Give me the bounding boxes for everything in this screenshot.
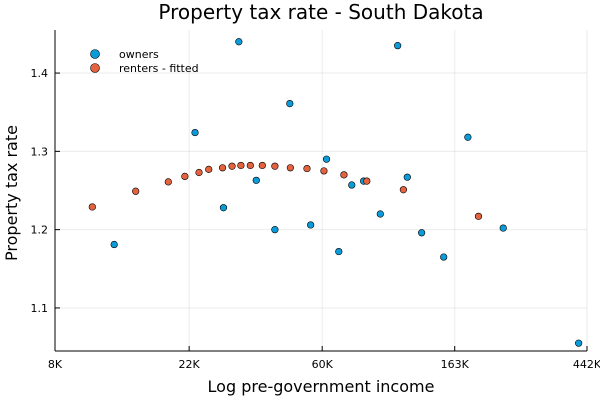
legend-marker (90, 63, 100, 73)
data-point (246, 161, 254, 170)
data-point (348, 181, 356, 189)
x-tick-label: 442K (573, 358, 600, 371)
data-point (286, 164, 294, 172)
data-point (322, 155, 331, 163)
data-point (320, 167, 328, 175)
data-point (303, 164, 311, 173)
data-point (132, 187, 140, 195)
y-tick-label: 1.3 (31, 145, 49, 158)
grid-lines (54, 30, 588, 351)
x-axis-label: Log pre-government income (208, 377, 435, 396)
legend-marker (90, 49, 100, 59)
data-point (228, 162, 236, 170)
data-point (340, 171, 348, 179)
data-point (181, 172, 189, 181)
data-point (191, 128, 199, 137)
chart-title: Property tax rate - South Dakota (158, 0, 483, 24)
data-point (286, 99, 294, 108)
legend-label: owners (119, 48, 159, 61)
data-point (235, 38, 243, 46)
data-point (307, 221, 315, 229)
legend-label: renters - fitted (119, 62, 199, 75)
y-axis-label: Property tax rate (2, 125, 21, 261)
x-tick-label: 60K (312, 358, 334, 371)
data-point (164, 178, 172, 186)
data-point (88, 203, 96, 211)
data-point (399, 186, 408, 194)
data-point (363, 177, 371, 185)
tick-labels: 8K 22K 60K 163K 442K 1.1 1.2 1.3 1.4 (31, 67, 600, 371)
data-point (499, 224, 507, 232)
x-tick-label: 22K (179, 358, 201, 371)
y-tick-label: 1.4 (31, 67, 49, 80)
data-point (440, 253, 448, 261)
x-tick-label: 8K (48, 358, 63, 371)
data-point (418, 229, 426, 237)
data-point (403, 173, 411, 181)
data-point (464, 133, 472, 141)
data-point (195, 168, 203, 177)
data-point (252, 176, 260, 184)
data-point (110, 240, 118, 249)
data-point (218, 164, 227, 172)
data-point (335, 247, 343, 256)
data-point (271, 162, 279, 170)
y-tick-label: 1.2 (31, 224, 49, 237)
data-points (88, 38, 583, 347)
data-point (219, 204, 228, 212)
data-point (237, 161, 245, 170)
axes (54, 30, 588, 352)
series-renters-fitted (88, 161, 483, 220)
data-point (205, 165, 213, 173)
data-point (474, 212, 483, 220)
data-point (376, 210, 384, 218)
data-point (394, 42, 402, 50)
y-tick-label: 1.1 (31, 302, 49, 315)
series-owners (110, 38, 583, 347)
data-point (271, 226, 279, 234)
x-tick-label: 163K (441, 358, 470, 371)
data-point (575, 339, 583, 347)
data-point (258, 161, 266, 170)
